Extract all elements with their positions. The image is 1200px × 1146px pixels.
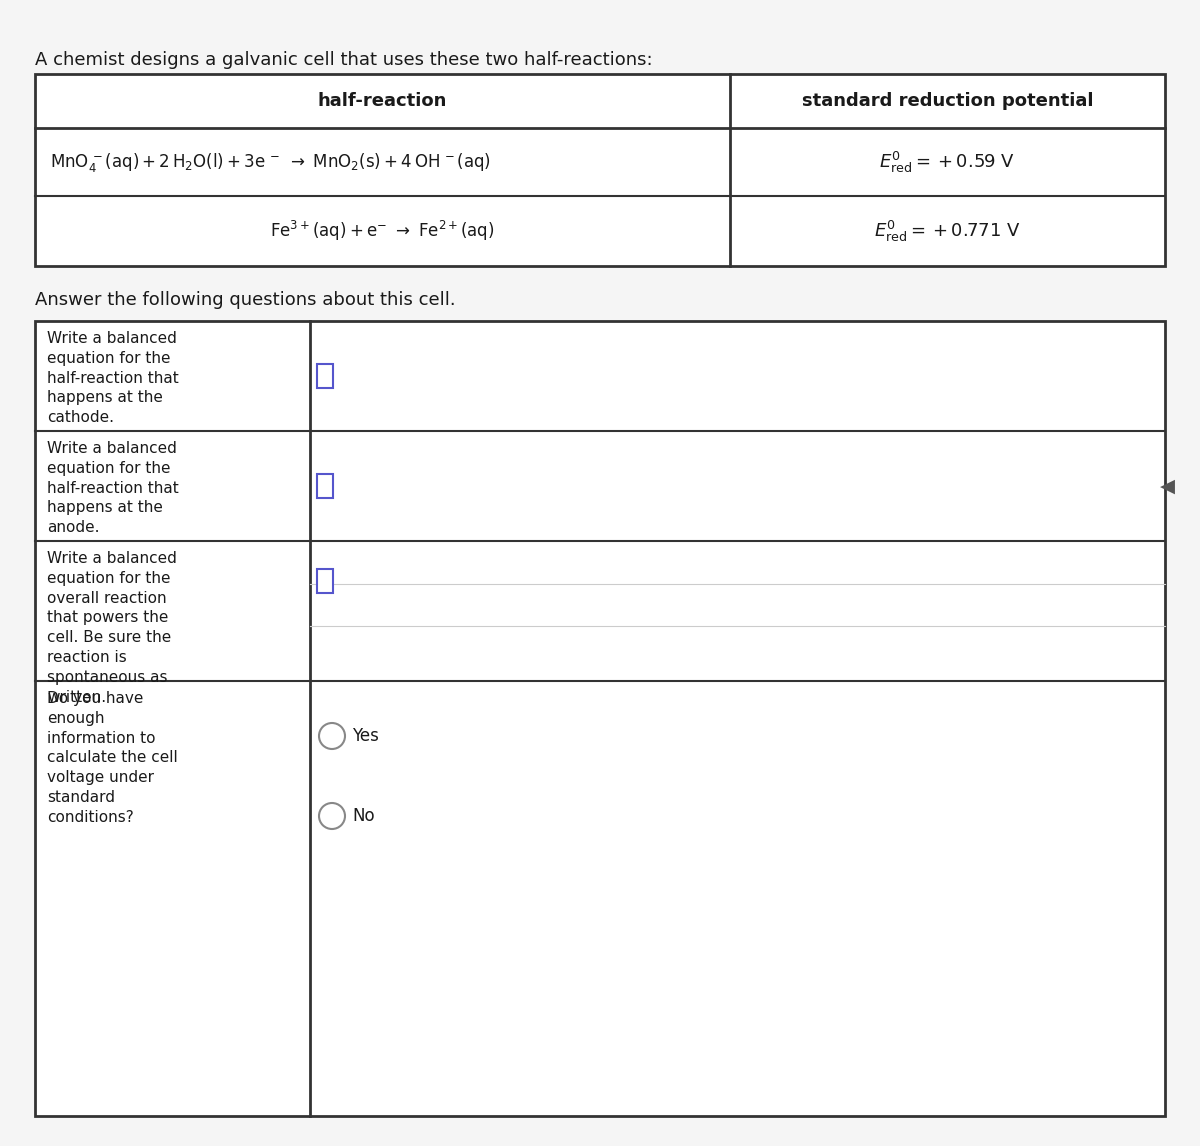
Bar	[317, 570, 334, 592]
Text: ◀: ◀	[1160, 477, 1175, 495]
Text: $\mathregular{Fe^{3+}(aq)+e^{-}\ \rightarrow\ Fe^{2+}(aq)}$: $\mathregular{Fe^{3+}(aq)+e^{-}\ \righta…	[270, 219, 494, 243]
Text: half-reaction: half-reaction	[318, 92, 448, 110]
Text: Write a balanced
equation for the
overall reaction
that powers the
cell. Be sure: Write a balanced equation for the overal…	[47, 551, 176, 705]
Text: Write a balanced
equation for the
half-reaction that
happens at the
anode.: Write a balanced equation for the half-r…	[47, 441, 179, 535]
Bar	[35, 74, 1165, 266]
Text: $E^{0}_{\mathrm{red}}=+0.771\ \mathrm{V}$: $E^{0}_{\mathrm{red}}=+0.771\ \mathrm{V}…	[874, 219, 1021, 244]
Text: $E^{0}_{\mathrm{red}}=+0.59\ \mathrm{V}$: $E^{0}_{\mathrm{red}}=+0.59\ \mathrm{V}$	[880, 149, 1015, 174]
Text: Yes: Yes	[352, 727, 379, 745]
Text: Do you have
enough
information to
calculate the cell
voltage under
standard
cond: Do you have enough information to calcul…	[47, 691, 178, 825]
Text: $\mathregular{MnO_4^{\,-}(aq)+2\,H_2O(l)+3e^{\,-}\ \rightarrow\ MnO_2(s)+4\,OH^{: $\mathregular{MnO_4^{\,-}(aq)+2\,H_2O(l)…	[50, 150, 491, 173]
Text: standard reduction potential: standard reduction potential	[802, 92, 1093, 110]
Text: Write a balanced
equation for the
half-reaction that
happens at the
cathode.: Write a balanced equation for the half-r…	[47, 331, 179, 425]
Bar	[317, 474, 334, 499]
Bar	[35, 321, 1165, 1116]
Text: No: No	[352, 807, 374, 825]
Bar	[317, 364, 334, 388]
Text: Answer the following questions about this cell.: Answer the following questions about thi…	[35, 291, 456, 309]
Text: A chemist designs a galvanic cell that uses these two half-reactions:: A chemist designs a galvanic cell that u…	[35, 52, 653, 69]
